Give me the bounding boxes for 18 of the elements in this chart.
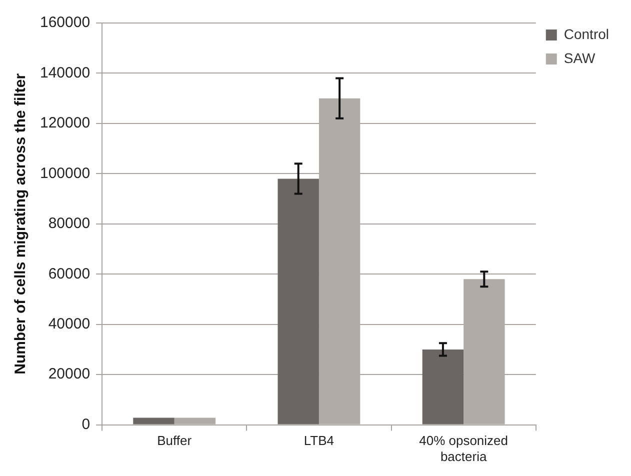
legend-label: SAW bbox=[564, 50, 596, 66]
y-tick-label: 100000 bbox=[40, 164, 90, 182]
bar bbox=[422, 349, 464, 424]
bar bbox=[133, 418, 174, 424]
x-tick-label: 40% opsonized bacteria bbox=[419, 433, 508, 464]
y-tick-label: 0 bbox=[82, 416, 90, 433]
legend-label: Control bbox=[564, 26, 610, 42]
y-tick-label: 60000 bbox=[48, 265, 90, 282]
y-tick-label: 80000 bbox=[48, 215, 90, 232]
x-tick-label: Buffer bbox=[157, 433, 192, 448]
x-tick-label: LTB4 bbox=[304, 433, 334, 448]
y-axis-title: Number of cells migrating across the filter bbox=[12, 73, 30, 374]
bar bbox=[278, 178, 319, 424]
y-tick-label: 40000 bbox=[48, 315, 90, 332]
y-tick-label: 120000 bbox=[40, 114, 90, 132]
y-tick-label: 160000 bbox=[40, 14, 90, 32]
y-tick-label: 20000 bbox=[48, 366, 90, 383]
y-tick-label: 140000 bbox=[40, 64, 90, 82]
